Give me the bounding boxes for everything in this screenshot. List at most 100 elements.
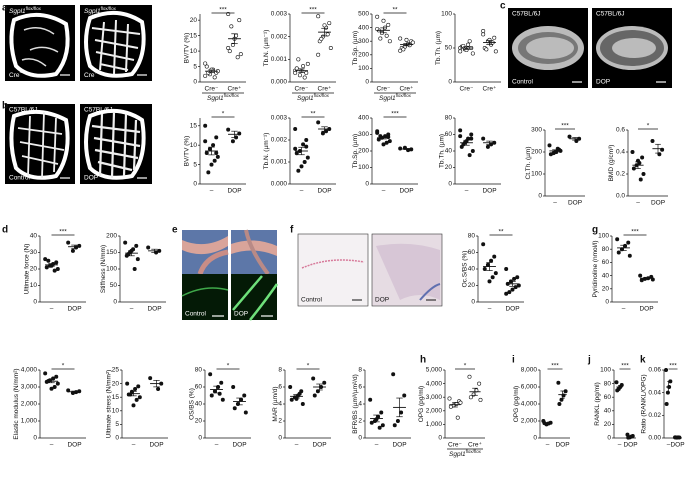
data-point xyxy=(481,32,486,37)
genotype: flox/flox xyxy=(101,6,117,11)
error-bar xyxy=(628,435,633,438)
gene: Sgpl1 xyxy=(449,451,466,458)
data-point xyxy=(294,151,299,156)
data-point xyxy=(467,374,472,379)
y-tick-label: 10 xyxy=(190,48,198,55)
data-point xyxy=(461,43,466,48)
cortical-image: C57BL/6J DOP xyxy=(592,8,672,88)
data-point xyxy=(226,127,231,132)
x-axis-title: Sgpl1flox/flox xyxy=(449,449,482,458)
data-point xyxy=(386,22,391,27)
x-tick-label: DOP xyxy=(651,200,665,207)
data-point xyxy=(238,52,243,57)
data-point xyxy=(237,18,242,23)
y-tick-label: 0.003 xyxy=(271,115,288,122)
error-bar xyxy=(48,263,55,267)
data-point xyxy=(481,28,486,33)
data-point xyxy=(301,142,306,147)
y-tick-label: 100 xyxy=(600,367,611,374)
data-point xyxy=(399,410,404,415)
data-point xyxy=(630,150,635,155)
y-axis-title: Elastic modulus (N/mm²) xyxy=(13,368,20,439)
data-point xyxy=(512,276,517,281)
data-point xyxy=(638,273,643,278)
y-axis-title: Ct.Th. (µm) xyxy=(525,147,532,180)
y-axis-title: Ultimate force (N) xyxy=(24,244,31,295)
data-point xyxy=(52,384,57,389)
data-point xyxy=(557,401,562,406)
data-point xyxy=(123,240,128,245)
y-tick-label: 8,000 xyxy=(521,367,538,374)
data-point xyxy=(293,127,298,132)
y-tick-label: 80 xyxy=(602,246,610,253)
data-point xyxy=(219,380,224,385)
genotype: flox/flox xyxy=(396,93,412,98)
data-point xyxy=(212,389,217,394)
data-point xyxy=(616,250,621,255)
data-point xyxy=(300,401,305,406)
y-tick-label: 40 xyxy=(468,266,476,273)
data-point xyxy=(209,162,214,167)
y-axis-title: MAR (µm/d) xyxy=(272,386,279,421)
significance: *** xyxy=(551,363,559,370)
data-point xyxy=(66,240,71,245)
y-tick-label: 0 xyxy=(358,435,362,442)
data-point xyxy=(316,120,321,125)
x-tick-label: Cre⁻ xyxy=(205,86,219,93)
y-tick-label: 2 xyxy=(358,418,362,425)
y-axis-title: Pyridinoline (nmol/l) xyxy=(592,240,599,297)
data-point xyxy=(304,70,309,75)
y-axis-title: Oc.S/BS (%) xyxy=(462,251,469,288)
data-point xyxy=(548,152,553,157)
data-point xyxy=(239,397,244,402)
error-bar xyxy=(486,262,493,271)
histology-image: Control xyxy=(181,230,229,320)
error-bar xyxy=(208,69,215,73)
y-tick-label: 10 xyxy=(112,408,120,415)
y-tick-label: 200 xyxy=(531,149,542,156)
data-point xyxy=(447,396,452,401)
x-tick-label: – xyxy=(210,188,214,195)
panel-label: c xyxy=(500,1,506,12)
x-tick-label: DOP xyxy=(639,306,653,313)
y-tick-label: 5 xyxy=(193,63,197,70)
y-tick-label: 0.001 xyxy=(271,159,288,166)
x-tick-label: DOP xyxy=(232,442,246,449)
y-axis-title: Tb.Th. (µm) xyxy=(435,31,442,65)
data-point xyxy=(468,395,473,400)
data-point xyxy=(156,387,161,392)
data-point xyxy=(134,243,139,248)
error-bar xyxy=(463,46,470,50)
error-bar xyxy=(151,248,158,253)
data-point xyxy=(44,265,49,270)
data-point xyxy=(232,406,237,411)
error-bar xyxy=(380,27,387,34)
error-bar xyxy=(463,139,470,146)
data-point xyxy=(384,33,389,38)
image-label: Control xyxy=(301,297,323,304)
y-tick-label: 0.002 xyxy=(271,137,288,144)
x-tick-label: DOP xyxy=(312,442,326,449)
micro-ct-image: Sgpl1flox/flox Cre− xyxy=(5,5,75,81)
data-point xyxy=(206,170,211,175)
error-bar xyxy=(153,379,160,388)
data-point xyxy=(43,371,48,376)
y-tick-label: 3,000 xyxy=(426,394,443,401)
data-point xyxy=(230,139,235,144)
data-point xyxy=(477,381,482,386)
y-tick-label: 2,000 xyxy=(521,418,538,425)
data-point xyxy=(214,150,219,155)
data-point xyxy=(132,266,137,271)
x-tick-label: Cre⁺ xyxy=(228,86,242,93)
data-point xyxy=(407,43,412,48)
data-point xyxy=(547,143,552,148)
image-label: DOP xyxy=(596,79,610,86)
data-point xyxy=(293,146,298,151)
x-tick-label: – xyxy=(622,306,626,313)
data-point xyxy=(458,128,463,133)
data-point xyxy=(226,45,231,50)
data-point xyxy=(640,155,645,160)
data-point xyxy=(203,139,208,144)
y-tick-label: 2 xyxy=(278,418,282,425)
data-point xyxy=(378,134,383,139)
